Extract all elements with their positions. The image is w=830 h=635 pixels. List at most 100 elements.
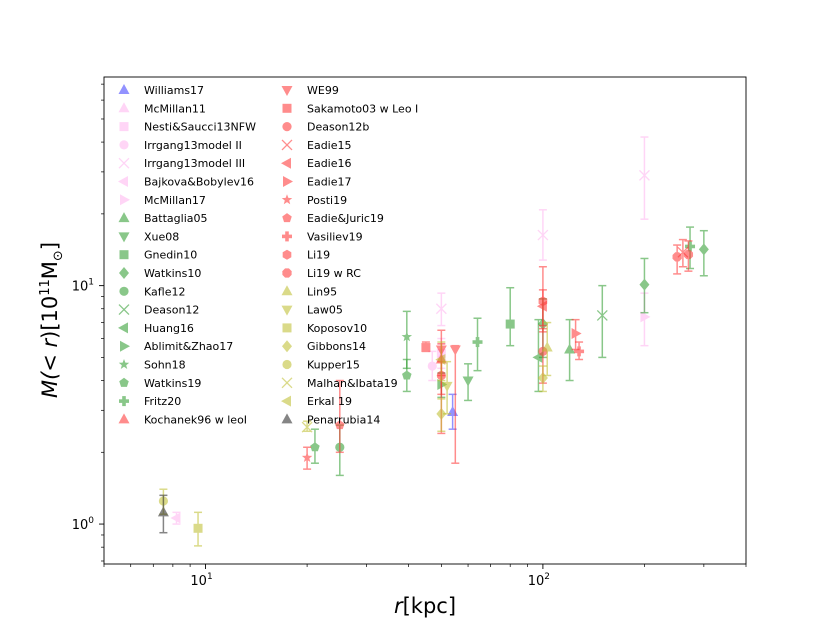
data-point (672, 252, 682, 262)
legend-marker (119, 286, 129, 296)
series-fritz20 (472, 226, 696, 372)
series-li19 (538, 266, 548, 333)
data-point (301, 452, 313, 463)
legend-marker (281, 377, 293, 389)
series-eadie-juric19 (335, 379, 345, 454)
error-bar (506, 286, 515, 347)
legend-marker (118, 232, 130, 243)
legend-label: Huang16 (144, 322, 194, 335)
legend-marker (282, 268, 292, 278)
legend-label: Law05 (307, 304, 343, 317)
legend-item: Eadie&Juric19 (282, 212, 384, 225)
legend-marker (283, 176, 293, 187)
series-gnedin10 (505, 286, 515, 347)
legend-item: Deason12b (282, 121, 369, 134)
series-law05 (441, 360, 453, 415)
data-point (462, 376, 474, 387)
series-xue08 (462, 363, 474, 402)
legend-label: Erkal 19 (307, 395, 352, 408)
legend-label: Kochanek96 w leoI (144, 413, 247, 426)
legend-label: Penarrubia14 (307, 413, 380, 426)
legend-marker (282, 213, 292, 223)
series-deason12b (436, 327, 548, 396)
series-posti19 (301, 446, 313, 470)
legend-marker (119, 396, 129, 407)
legend-item: Sohn18 (118, 359, 186, 372)
legend-item: Deason12 (118, 304, 199, 317)
legend-item: Kupper15 (282, 359, 360, 372)
legend-marker (118, 176, 128, 187)
series-gibbons14 (436, 365, 548, 433)
legend-marker (119, 267, 129, 279)
series-mcmillan17 (640, 292, 651, 347)
legend-marker (118, 102, 130, 113)
legend-marker (281, 157, 291, 169)
legend-item: Bajkova&Bobylev16 (118, 176, 254, 189)
series-malhan-ibata19 (301, 420, 313, 433)
legend-label: Watkins10 (144, 267, 201, 280)
data-points (157, 136, 709, 547)
series-watkins19 (310, 358, 412, 464)
y-tick-label: 101 (72, 278, 94, 295)
legend-item: Gnedin10 (119, 249, 197, 262)
legend-marker (282, 231, 292, 242)
legend-marker (119, 377, 129, 387)
data-point (427, 361, 437, 371)
legend-label: Kafle12 (144, 285, 185, 298)
error-bar (335, 379, 344, 454)
legend-marker (282, 359, 292, 370)
legend-item: Gibbons14 (282, 340, 366, 353)
legend-marker (118, 212, 130, 223)
axis-ticks: 101 102 100 101 (72, 83, 747, 589)
series-irrgang13model-ii (427, 350, 437, 382)
legend-label: Gnedin10 (144, 249, 197, 262)
data-point (436, 407, 447, 420)
legend-label: Deason12 (144, 304, 199, 317)
legend-marker (118, 413, 130, 424)
legend-label: Vasiliev19 (307, 230, 363, 243)
legend-label: Eadie16 (307, 157, 352, 170)
data-point (441, 381, 453, 392)
data-point (170, 512, 181, 524)
legend-marker (282, 249, 292, 260)
legend-item: McMillan17 (120, 194, 206, 207)
legend-item: Li19 (282, 249, 330, 262)
legend-marker (118, 84, 130, 94)
series-sakamoto03-w-leo-i (421, 341, 431, 353)
legend-label: Kupper15 (307, 359, 360, 372)
x-axis-label: r[kpc] (394, 594, 456, 618)
data-point (472, 337, 483, 348)
legend: Williams17 McMillan11 Nesti&Saucci13NFW Irr… (118, 84, 418, 426)
data-point (310, 442, 320, 452)
data-point (401, 331, 413, 342)
legend-label: Eadie15 (307, 139, 352, 152)
data-point (402, 370, 412, 380)
data-point (505, 319, 515, 329)
legend-label: Williams17 (144, 84, 204, 97)
legend-label: McMillan17 (144, 194, 206, 207)
legend-label: Deason12b (307, 121, 369, 134)
legend-label: Sakamoto03 w Leo I (307, 102, 418, 115)
legend-item: Fritz20 (119, 395, 181, 408)
legend-item: WE99 (281, 84, 339, 97)
series-li19-w-rc (672, 240, 694, 275)
data-point (541, 341, 553, 352)
legend-item: Kafle12 (119, 285, 185, 298)
y-tick-label: 100 (72, 516, 95, 533)
data-point (335, 420, 345, 430)
legend-item: Posti19 (281, 194, 347, 207)
series-bajkova-bobylev16 (170, 511, 181, 525)
legend-item: Irrgang13model II (119, 139, 242, 152)
data-point (596, 309, 608, 321)
data-point (301, 421, 313, 433)
legend-item: Kochanek96 w leoI (118, 413, 247, 426)
legend-label: Malhan&Ibata19 (307, 377, 398, 390)
legend-marker (120, 194, 130, 206)
legend-marker (281, 395, 291, 407)
legend-item: Malhan&Ibata19 (281, 377, 398, 390)
legend-item: Williams17 (118, 84, 204, 97)
legend-item: Watkins10 (119, 267, 201, 280)
legend-item: Xue08 (118, 230, 179, 243)
data-point (564, 343, 576, 354)
